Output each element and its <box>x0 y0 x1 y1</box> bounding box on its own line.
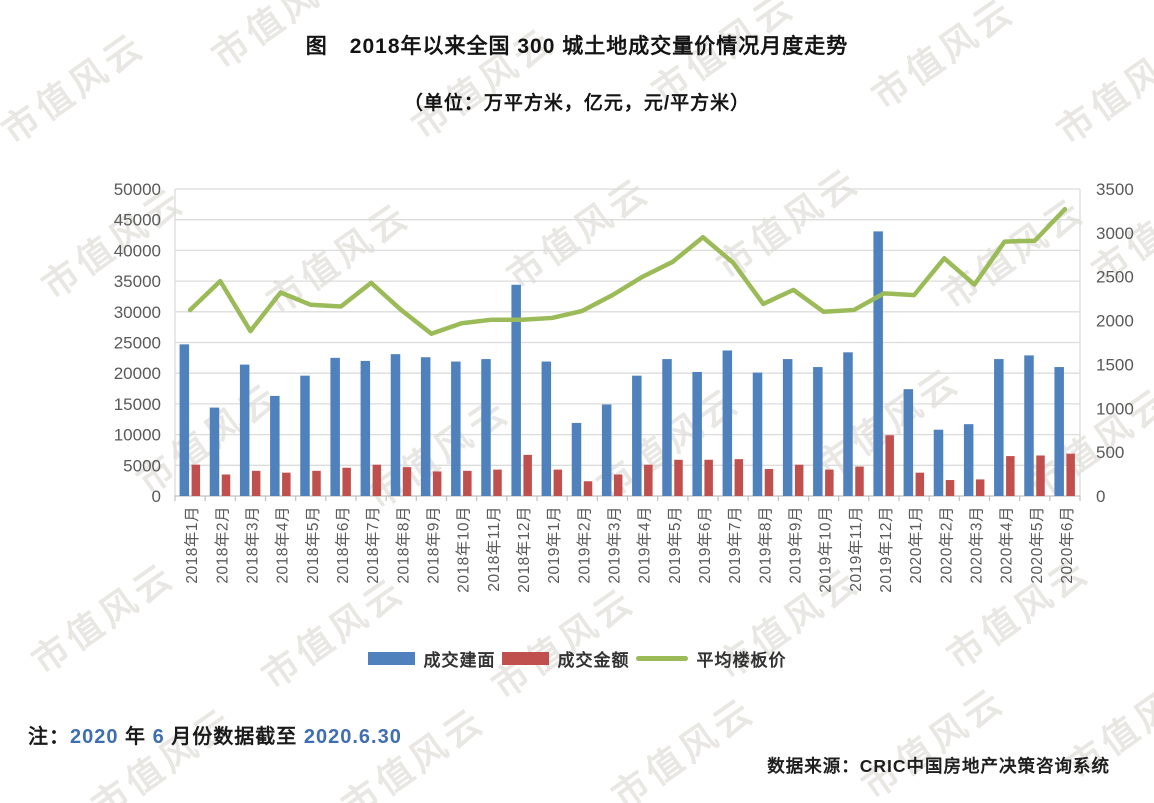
svg-text:0: 0 <box>1096 487 1105 506</box>
svg-text:1500: 1500 <box>1096 355 1134 374</box>
svg-text:500: 500 <box>1096 443 1124 462</box>
svg-text:2019年9月: 2019年9月 <box>786 506 804 584</box>
svg-text:2020年2月: 2020年2月 <box>937 506 955 584</box>
svg-text:2020年5月: 2020年5月 <box>1028 506 1046 584</box>
svg-text:2019年2月: 2019年2月 <box>575 506 593 584</box>
svg-text:2020年3月: 2020年3月 <box>967 506 985 584</box>
legend-item-area: 成交建面 <box>367 646 496 671</box>
svg-text:2018年7月: 2018年7月 <box>364 506 382 584</box>
red-bar-swatch-icon <box>501 652 549 665</box>
svg-text:3000: 3000 <box>1096 224 1134 243</box>
svg-text:2019年7月: 2019年7月 <box>726 506 744 584</box>
svg-text:2020年6月: 2020年6月 <box>1058 506 1076 584</box>
legend-item-amount: 成交金额 <box>501 646 630 671</box>
svg-text:2018年10月: 2018年10月 <box>455 506 473 593</box>
green-line-swatch-icon <box>635 656 688 661</box>
svg-text:1000: 1000 <box>1096 399 1134 418</box>
legend-label-amount: 成交金额 <box>557 651 630 670</box>
svg-text:2019年12月: 2019年12月 <box>877 506 895 593</box>
svg-text:50000: 50000 <box>114 180 161 199</box>
blue-bar-swatch-icon <box>367 652 415 665</box>
legend-label-area: 成交建面 <box>423 651 496 670</box>
footnote-label: 注： <box>28 726 70 748</box>
legend-label-price: 平均楼板价 <box>696 651 787 670</box>
svg-text:2019年6月: 2019年6月 <box>696 506 714 584</box>
svg-text:40000: 40000 <box>114 241 161 260</box>
svg-text:2018年2月: 2018年2月 <box>213 506 231 584</box>
svg-text:2019年10月: 2019年10月 <box>817 506 835 593</box>
svg-text:25000: 25000 <box>114 334 161 353</box>
svg-text:2019年11月: 2019年11月 <box>847 506 865 592</box>
chart-subtitle: （单位：万平方米，亿元，元/平方米） <box>403 93 751 114</box>
svg-text:30000: 30000 <box>114 303 161 322</box>
svg-text:15000: 15000 <box>114 395 161 414</box>
svg-text:2020年1月: 2020年1月 <box>907 506 925 584</box>
svg-text:2018年5月: 2018年5月 <box>304 506 322 584</box>
svg-text:2018年9月: 2018年9月 <box>424 506 442 584</box>
svg-text:2000: 2000 <box>1096 312 1134 331</box>
svg-text:2018年4月: 2018年4月 <box>274 506 292 584</box>
svg-text:2018年8月: 2018年8月 <box>394 506 412 584</box>
svg-text:2019年1月: 2019年1月 <box>545 506 563 584</box>
data-source: 数据来源：CRIC中国房地产决策咨询系统 <box>767 756 1110 776</box>
svg-text:2020年4月: 2020年4月 <box>998 506 1016 584</box>
svg-text:10000: 10000 <box>114 426 161 445</box>
svg-text:45000: 45000 <box>114 211 161 230</box>
svg-text:2019年8月: 2019年8月 <box>756 506 774 584</box>
svg-text:2019年5月: 2019年5月 <box>666 506 684 584</box>
chart-title: 图 2018年以来全国 300 城土地成交量价情况月度走势 <box>305 35 849 58</box>
svg-text:2018年12月: 2018年12月 <box>515 506 533 593</box>
svg-text:0: 0 <box>152 487 161 506</box>
svg-text:2018年11月: 2018年11月 <box>485 506 503 592</box>
svg-text:35000: 35000 <box>114 272 161 291</box>
svg-text:2018年3月: 2018年3月 <box>243 506 261 584</box>
svg-text:2019年3月: 2019年3月 <box>605 506 623 584</box>
svg-text:2018年1月: 2018年1月 <box>183 506 201 584</box>
footnote-text: 2020 年 6 月份数据截至 2020.6.30 <box>70 726 402 748</box>
svg-text:5000: 5000 <box>123 456 161 475</box>
legend: 成交建面 成交金额 平均楼板价 <box>0 646 1154 671</box>
svg-text:2018年6月: 2018年6月 <box>334 506 352 584</box>
footnote: 注：2020 年 6 月份数据截至 2020.6.30 <box>28 720 402 749</box>
svg-text:3500: 3500 <box>1096 180 1134 199</box>
legend-item-price: 平均楼板价 <box>635 646 787 671</box>
svg-text:20000: 20000 <box>114 364 161 383</box>
svg-text:2500: 2500 <box>1096 268 1134 287</box>
svg-text:2019年4月: 2019年4月 <box>636 506 654 584</box>
